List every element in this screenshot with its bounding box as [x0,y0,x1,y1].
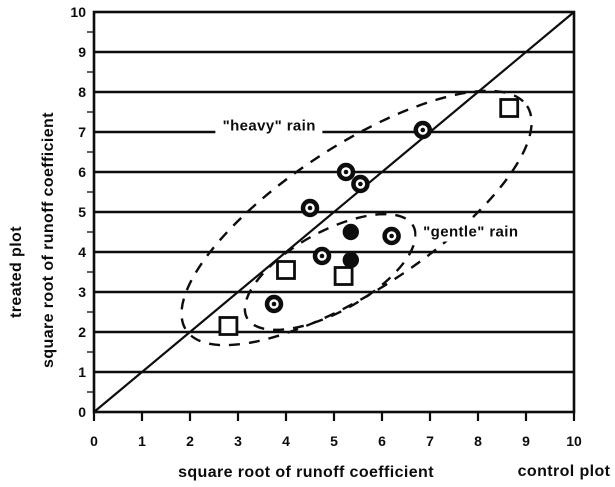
marker-ring-dot-center [271,301,277,307]
marker-ring-dot-center [420,127,426,133]
y-axis-secondary-label: treated plot [8,226,25,318]
annotation-heavy-rain: "heavy" rain [215,116,323,136]
y-tick-label: 3 [78,284,86,300]
y-axis-label: square root of runoff coefficient [40,112,57,368]
y-tick-label: 2 [78,324,86,340]
marker-open-square [333,266,354,286]
y-tick-label: 9 [78,44,86,60]
y-tick-label: 4 [78,244,86,260]
x-tick-label: 10 [566,433,582,449]
x-tick-label: 7 [426,433,434,449]
x-tick-label: 1 [138,433,146,449]
plot-frame [92,10,576,414]
x-tick-label: 9 [522,433,530,449]
x-tick-label: 0 [90,433,98,449]
marker-ring-dot-center [319,253,325,259]
x-tick-label: 3 [234,433,242,449]
y-tick-label: 5 [78,204,86,220]
marker-ring-dot-center [389,233,394,239]
x-tick-label: 8 [474,433,482,449]
y-tick-label: 6 [78,164,86,180]
marker-ring-dot-center [343,169,349,175]
marker-open-square [218,316,239,336]
y-tick-label: 10 [70,4,86,20]
marker-open-square [499,98,520,118]
heavy-rain-group-ellipse [180,89,533,347]
marker-filled-circle [342,251,359,269]
y-tick-label: 0 [78,404,86,420]
marker-open-square [276,260,296,280]
x-tick-label: 6 [378,433,386,449]
x-axis-label: square root of runoff coefficient [178,464,434,481]
y-tick-label: 1 [78,364,86,380]
x-tick-label: 4 [282,433,290,449]
x-axis-secondary-label: control plot [517,463,611,480]
x-tick-label: 5 [330,433,338,449]
identity-line [93,11,575,413]
x-tick-label: 2 [186,433,194,449]
marker-filled-circle [342,223,359,241]
marker-ring-dot-center [358,181,363,187]
y-tick-label: 8 [78,84,86,100]
marker-ring-dot-center [307,205,313,211]
y-tick-label: 7 [78,124,86,140]
gentle-rain-group-ellipse [243,212,417,332]
annotation-gentle-rain: "gentle" rain [416,222,526,242]
